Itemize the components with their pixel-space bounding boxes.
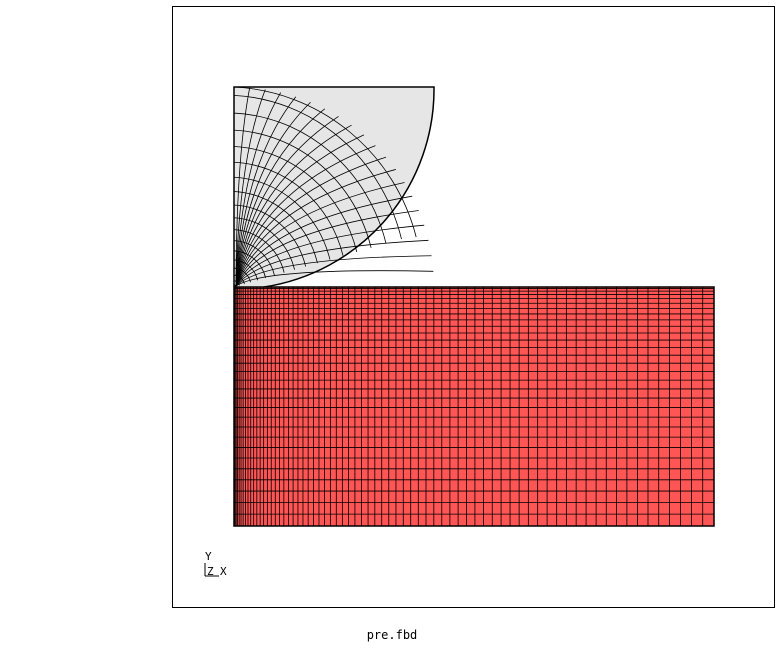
sphere-ring-line: [233, 112, 387, 244]
sphere-ring-line: [233, 86, 417, 238]
sphere-fan-line: [235, 182, 405, 287]
sphere-ring-line: [233, 94, 402, 240]
sphere-ring-line: [233, 229, 285, 273]
sphere-fan-line: [235, 145, 376, 287]
axis-y-label: Y: [205, 550, 212, 563]
axis-z-label: Z: [207, 565, 214, 578]
axis-x-label: X: [220, 565, 227, 578]
plate-region: [234, 287, 714, 526]
sphere-fan-line: [235, 96, 297, 287]
sphere-ring-line: [233, 259, 259, 281]
sphere-fan-line: [235, 195, 413, 287]
sphere-ring-line: [233, 204, 307, 267]
sphere-ring-line: [233, 161, 344, 256]
sphere-fan-line: [235, 169, 396, 287]
sphere-fan-line: [235, 89, 266, 287]
sphere-fan-line: [235, 224, 425, 287]
viewport-frame: [172, 6, 775, 608]
sphere-ring-line: [233, 176, 331, 260]
sphere-fan-line: [235, 92, 282, 287]
sphere-ring-line: [233, 146, 358, 252]
sphere-fan-line: [235, 124, 352, 287]
sphere-fan-line: [235, 134, 365, 287]
sphere-outline: [233, 86, 435, 288]
sphere-fan-line: [235, 255, 432, 287]
sphere-ring-line: [233, 240, 275, 276]
sphere-ring-line: [233, 217, 295, 270]
sphere-ring-line: [233, 129, 372, 248]
sphere-ring-line: [233, 274, 245, 285]
filename-label: pre.fbd: [366, 628, 418, 642]
sphere-region: [234, 87, 435, 287]
sphere-fan-line: [235, 87, 251, 287]
sphere-fan-line: [235, 239, 429, 287]
sphere-ring-line: [233, 250, 267, 279]
plate-outline: [233, 286, 715, 527]
sphere-mesh[interactable]: [233, 86, 435, 288]
sphere-fan-line: [235, 210, 419, 287]
sphere-fan-line: [235, 101, 311, 287]
sphere-fan-line: [235, 270, 434, 287]
sphere-fan-line: [235, 116, 339, 287]
plate-mesh[interactable]: [233, 286, 715, 527]
sphere-ring-line: [233, 191, 318, 264]
plate-mesh-lines: [233, 287, 714, 526]
axis-triad: Y Z X: [204, 550, 227, 578]
sphere-ring-line: [233, 267, 251, 283]
